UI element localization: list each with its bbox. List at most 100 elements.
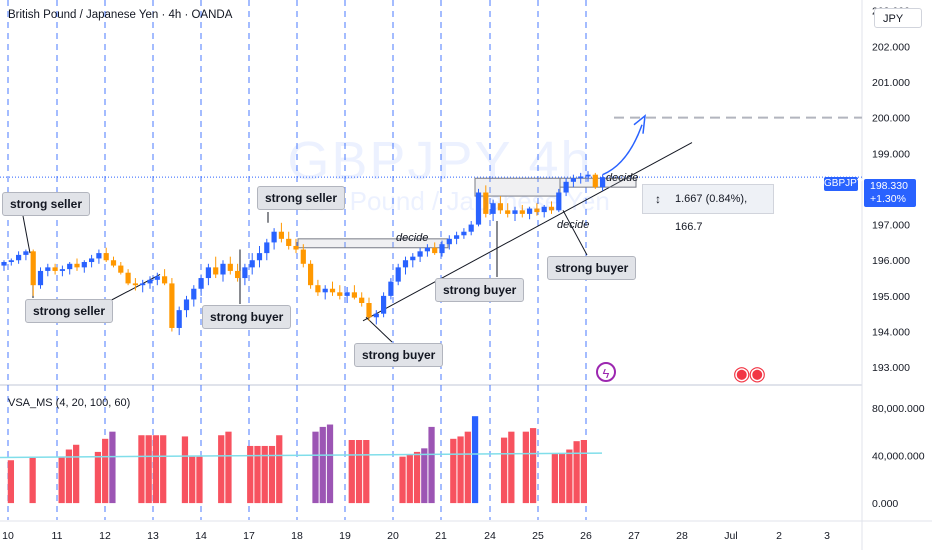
candle-body	[578, 176, 584, 179]
price-tick-label: 199.000	[872, 148, 910, 160]
candle-body	[45, 267, 51, 271]
annotation-strong-buyer-4[interactable]: strong buyer	[547, 256, 637, 280]
time-tick-label: 20	[387, 530, 399, 542]
candle-body	[417, 251, 423, 257]
price-tick-label: 202.000	[872, 41, 910, 53]
candle-body	[59, 269, 65, 271]
price-axis: 203.000202.000201.000200.000199.000197.0…	[872, 6, 910, 374]
candle-body	[220, 263, 226, 275]
time-tick-label: 25	[532, 530, 544, 542]
annotation-strong-seller-3[interactable]: strong seller	[257, 186, 346, 210]
annotation-strong-buyer-3[interactable]: strong buyer	[435, 278, 525, 302]
volume-bar	[65, 449, 73, 504]
volume-bar	[138, 435, 145, 504]
trendline-drawings[interactable]	[0, 114, 862, 343]
volume-moving-average	[0, 452, 603, 459]
candle-body	[264, 242, 270, 254]
candle-body	[527, 208, 533, 214]
ascending-trendline	[362, 142, 693, 322]
decide-zone-3	[559, 177, 637, 188]
candle-body	[592, 174, 598, 188]
annotation-strong-seller-1[interactable]: strong seller	[2, 192, 91, 216]
candle-body	[519, 210, 525, 214]
candle-body	[344, 292, 350, 296]
candle-body	[16, 254, 22, 261]
candle-body	[249, 260, 255, 268]
annotation-strong-buyer-1[interactable]: strong buyer	[202, 305, 292, 329]
time-tick-label: 2	[776, 530, 782, 542]
price-tick-label: 200.000	[872, 113, 910, 125]
candle-body	[337, 292, 343, 296]
volume-bar	[428, 426, 435, 504]
volume-bar	[276, 435, 283, 504]
candle-body	[308, 263, 314, 286]
candle-body	[162, 276, 168, 284]
annotation-strong-seller-2[interactable]: strong seller	[25, 299, 114, 323]
volume-tick-label: 80,000.000	[872, 403, 925, 415]
volume-bar	[464, 431, 471, 504]
candle-body	[154, 276, 160, 280]
annotation-decide-2[interactable]: decide	[557, 219, 590, 231]
lightning-icon[interactable]: ϟ	[596, 362, 616, 382]
candle-body	[490, 203, 496, 214]
price-tick-label: 194.000	[872, 327, 910, 339]
annotation-decide-1[interactable]: decide	[396, 232, 429, 244]
volume-bar	[522, 431, 529, 504]
candle-body	[198, 278, 204, 289]
volume-bar	[73, 444, 80, 504]
candle-body	[388, 281, 394, 296]
candle-body	[271, 231, 277, 243]
candle-body	[373, 313, 379, 318]
volume-bar	[355, 440, 363, 504]
volume-bar	[471, 416, 479, 504]
volume-bar	[58, 456, 65, 504]
measure-tool-label[interactable]: ↕ 1.667 (0.84%), 166.7	[642, 184, 774, 233]
candle-body	[140, 283, 146, 286]
candle-body	[461, 231, 467, 236]
candle-body	[8, 260, 14, 263]
annotation-decide-3[interactable]: decide	[606, 172, 639, 184]
candle-body	[512, 210, 518, 214]
time-tick-label: 24	[484, 530, 496, 542]
annotation-strong-buyer-2[interactable]: strong buyer	[354, 343, 444, 367]
volume-bar	[312, 431, 319, 504]
volume-bar	[558, 453, 566, 504]
last-price-change: +1.30%	[870, 193, 906, 205]
vertical-measure-icon: ↕	[655, 192, 661, 206]
candle-body	[439, 244, 445, 254]
volume-bar	[413, 451, 421, 504]
pane-separator	[0, 384, 862, 386]
eyes-icon[interactable]: ◉◉	[733, 363, 766, 385]
candle-body	[556, 192, 562, 211]
candle-body	[227, 263, 233, 271]
volume-bar	[406, 454, 413, 504]
candle-body	[147, 279, 153, 284]
projection-arrow	[602, 124, 643, 176]
candle-body	[286, 238, 292, 246]
candle-body	[454, 235, 460, 239]
candle-body	[585, 174, 591, 177]
candle-body	[395, 267, 401, 282]
pointer-strong-seller-2b	[103, 274, 161, 305]
pointer-strong-seller-1	[22, 215, 31, 254]
candle-body	[125, 272, 131, 284]
price-tick-label: 193.000	[872, 362, 910, 374]
candle-body	[23, 251, 29, 255]
candle-body	[548, 206, 555, 211]
currency-selector[interactable]: JPY	[874, 8, 922, 28]
candle-body	[534, 208, 540, 213]
volume-bar	[247, 445, 254, 504]
candle-body	[315, 285, 321, 293]
candle-body	[183, 299, 190, 311]
volume-bar	[181, 436, 189, 504]
indicator-label[interactable]: VSA_MS (4, 20, 100, 60)	[8, 397, 131, 409]
volume-bar	[225, 431, 232, 504]
candle-body	[205, 267, 211, 279]
candle-body	[118, 265, 124, 273]
volume-bar	[268, 445, 276, 504]
volume-bar	[152, 435, 160, 504]
candle-body	[96, 253, 102, 259]
pointer-strong-buyer-4	[562, 210, 588, 256]
candle-body	[278, 231, 284, 239]
